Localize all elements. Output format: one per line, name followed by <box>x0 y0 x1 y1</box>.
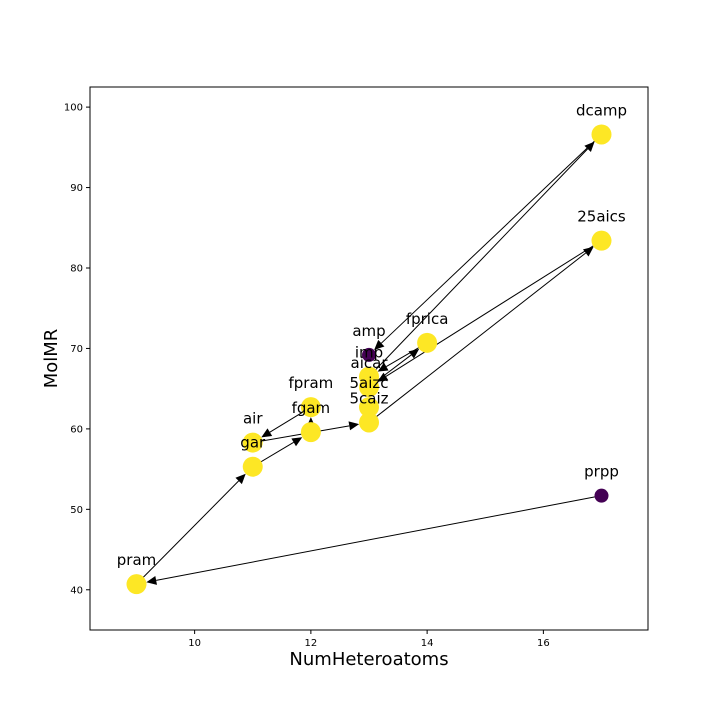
node-fgam <box>300 422 321 443</box>
node-5aizc <box>359 397 379 418</box>
node-label-fpram: fpram <box>288 374 333 392</box>
node-pram <box>126 574 147 595</box>
y-tick-label: 90 <box>70 183 83 194</box>
node-gar <box>242 456 263 477</box>
node-label-5caiz: 5caiz <box>349 389 388 407</box>
edge-prpp-pram <box>156 495 602 581</box>
edge-air-5caiz <box>252 425 350 444</box>
node-label-aicar: aicar <box>351 354 389 372</box>
node-label-pram: pram <box>117 551 157 569</box>
y-tick-label: 80 <box>70 264 83 275</box>
y-tick-label: 60 <box>70 424 83 435</box>
node-label-air: air <box>243 410 263 428</box>
edge-imp-dcamp <box>368 148 589 377</box>
x-tick-label: 12 <box>305 638 318 649</box>
edge-arrowhead <box>377 362 389 372</box>
y-tick-label: 40 <box>70 585 83 596</box>
node-air <box>242 432 263 453</box>
y-tick-label: 100 <box>64 103 83 114</box>
edge-arrowhead <box>582 246 594 257</box>
x-tick-label: 16 <box>537 638 550 649</box>
y-tick-label: 70 <box>70 344 83 355</box>
node-label-5aizc: 5aizc <box>349 374 388 392</box>
edge-5caiz-25aics <box>368 252 587 423</box>
node-label-fprica: fprica <box>406 310 449 328</box>
node-label-imp: imp <box>355 344 383 362</box>
edge-arrowhead <box>291 437 303 447</box>
edges-layer <box>136 134 602 585</box>
node-label-gar: gar <box>240 434 266 452</box>
node-5caiz <box>359 412 379 433</box>
edge-arrowhead <box>584 141 595 153</box>
node-fprica <box>417 332 438 353</box>
node-fpram <box>300 397 321 418</box>
x-tick-label: 10 <box>188 638 201 649</box>
node-amp <box>362 347 376 362</box>
edge-arrowhead <box>408 348 420 359</box>
edge-arrowhead <box>348 421 360 431</box>
node-label-amp: amp <box>352 322 385 340</box>
y-axis-label: MolMR <box>41 329 62 389</box>
x-tick-label: 14 <box>421 638 434 649</box>
edge-arrowhead <box>146 575 157 585</box>
node-dcamp <box>591 124 612 145</box>
edge-25aics-aicar <box>385 240 602 377</box>
node-25aics <box>591 230 612 251</box>
x-axis-label: NumHeteroatoms <box>289 649 448 670</box>
node-label-prpp: prpp <box>584 463 619 481</box>
node-label-fgam: fgam <box>292 399 331 417</box>
edge-arrowhead <box>374 339 385 351</box>
edge-arrowhead <box>377 372 389 382</box>
edge-dcamp-amp <box>380 134 602 344</box>
x-axis-ticks: 10 12 14 16 <box>188 630 550 649</box>
plot-frame <box>89 86 649 631</box>
edge-arrowhead <box>261 428 273 438</box>
y-tick-label: 50 <box>70 505 83 516</box>
edge-pram-gar <box>136 480 240 585</box>
node-imp <box>359 366 379 387</box>
node-label-dcamp: dcamp <box>576 101 627 119</box>
node-label-25aics: 25aics <box>577 208 626 226</box>
node-prpp <box>594 488 609 503</box>
y-axis-ticks: 40 50 60 70 80 90 100 <box>64 103 90 596</box>
edge-arrowhead <box>235 473 246 485</box>
nodes-layer <box>126 124 612 595</box>
